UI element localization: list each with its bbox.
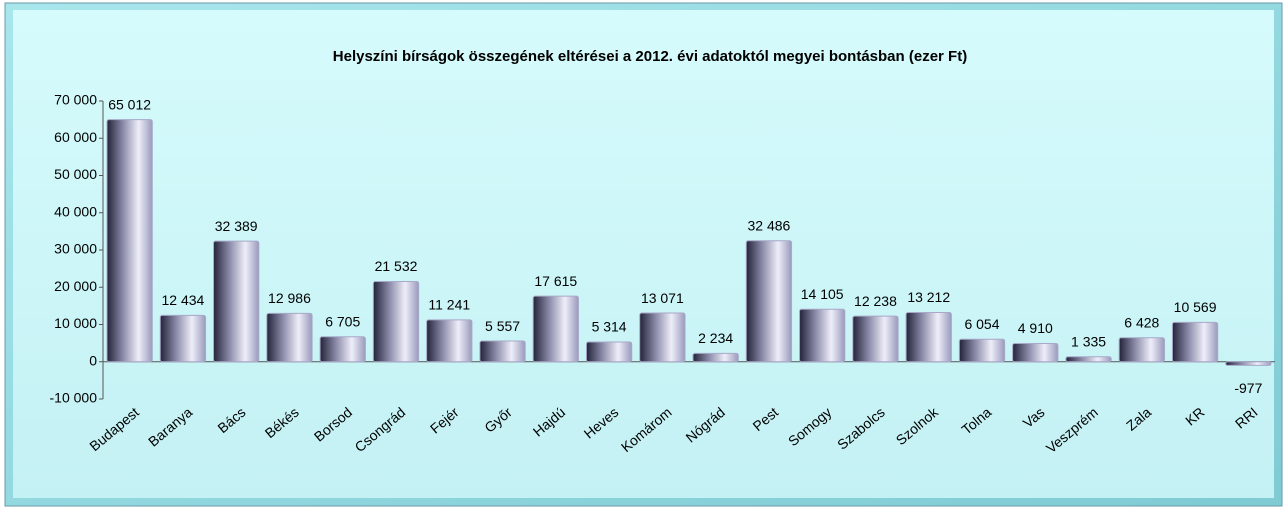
bar [372, 281, 420, 363]
value-label: 17 615 [534, 273, 577, 289]
bar [479, 340, 526, 363]
bar [532, 295, 579, 363]
value-label: 21 532 [375, 258, 418, 274]
y-tick-label: 0 [89, 352, 97, 368]
value-label: 12 434 [161, 292, 204, 308]
bar [692, 352, 739, 363]
value-label: 12 986 [268, 290, 311, 306]
y-tick-label: 60 000 [54, 129, 97, 145]
bar [1171, 321, 1219, 363]
chart-title: Helyszíni bírságok összegének eltérései … [333, 48, 967, 65]
value-label: 65 012 [108, 96, 151, 112]
value-label: 5 314 [592, 319, 627, 335]
value-label: 13 071 [641, 290, 684, 306]
value-label: 6 428 [1124, 315, 1159, 331]
y-tick-label: 10 000 [54, 315, 97, 331]
bar [1225, 361, 1272, 366]
value-label: 11 241 [428, 297, 470, 313]
value-label: 32 486 [747, 217, 790, 233]
y-tick-label: 40 000 [54, 203, 97, 219]
value-label: 1 335 [1071, 333, 1106, 349]
y-tick-label: -10 000 [50, 390, 98, 406]
value-label: 13 212 [907, 289, 950, 305]
y-tick-label: 70 000 [54, 92, 97, 108]
bar [266, 312, 313, 363]
value-label: 14 105 [801, 286, 844, 302]
bar [585, 341, 633, 363]
y-tick-label: 50 000 [54, 166, 97, 182]
value-label: 32 389 [215, 218, 258, 234]
bar [1012, 342, 1059, 363]
bar [106, 119, 153, 363]
value-label: 5 557 [485, 318, 520, 334]
bar [799, 308, 846, 363]
bar [745, 240, 793, 363]
bar [639, 312, 686, 363]
y-tick-label: 30 000 [54, 241, 97, 257]
value-label: 12 238 [854, 293, 897, 309]
value-label: -977 [1234, 380, 1262, 396]
value-label: 10 569 [1174, 299, 1217, 315]
bar [213, 240, 260, 363]
bar [1118, 337, 1165, 363]
bar [852, 315, 899, 363]
value-label: 2 234 [698, 330, 733, 346]
bar [905, 312, 952, 363]
value-label: 6 705 [325, 313, 360, 329]
value-label: 4 910 [1018, 320, 1053, 336]
bar [426, 319, 473, 363]
bar [159, 314, 207, 363]
y-tick-label: 20 000 [54, 278, 97, 294]
bar [319, 336, 366, 363]
bar [1065, 356, 1112, 363]
value-label: 6 054 [964, 316, 999, 332]
bar [958, 338, 1006, 363]
